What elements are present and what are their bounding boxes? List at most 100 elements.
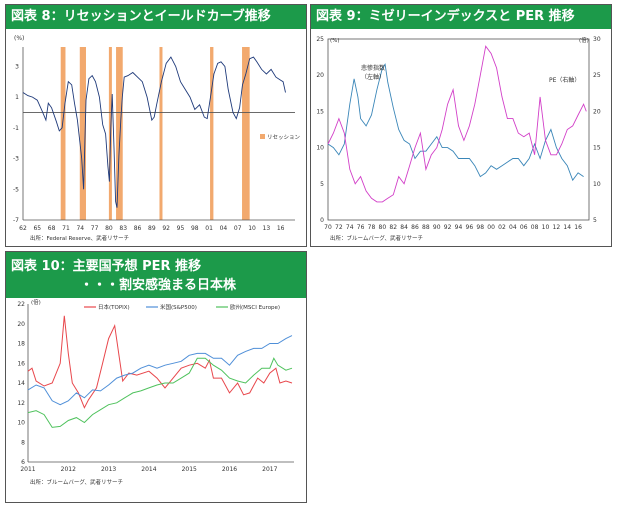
- recession-band: [159, 47, 163, 220]
- y-tick-label: -5: [13, 186, 19, 193]
- x-tick-label: 76: [357, 224, 365, 231]
- y-tick-label-left: 15: [316, 108, 324, 115]
- chart-header: 図表 10：主要国予想 PER 推移 ・・・割安感強まる日本株: [6, 252, 306, 298]
- x-tick-label: 62: [19, 225, 27, 232]
- x-tick-label: 98: [476, 224, 484, 231]
- x-tick-label: 00: [487, 224, 495, 231]
- y-tick-label-left: 5: [320, 181, 324, 188]
- y-tick-label: 6: [21, 459, 25, 466]
- x-tick-label: 77: [91, 225, 99, 232]
- source-note: 出所：Federal Reserve、武者リサーチ: [30, 234, 129, 242]
- legend-label: 日本(TOPIX): [98, 303, 130, 311]
- x-tick-label: 01: [205, 225, 213, 232]
- per-chart: (倍) 6 8 10 12 14 16 18 20 22 2011 2012 2013 2014 2015 2…: [17, 298, 294, 486]
- y-tick-label: 1: [15, 94, 19, 101]
- series-line: [27, 315, 293, 409]
- y-tick-label: 3: [15, 63, 19, 70]
- x-tick-label: 88: [422, 224, 430, 231]
- source-note: 出所：ブルームバーグ、武者リサーチ: [30, 478, 123, 486]
- x-tick-label: 68: [48, 225, 56, 232]
- annotation-pe: PE（右軸）: [549, 76, 580, 84]
- x-tick-label: 04: [220, 225, 228, 232]
- y-tick-label-right: 10: [593, 181, 601, 188]
- annotation-misery-axis: （左軸）: [361, 73, 385, 81]
- x-tick-label: 07: [234, 225, 242, 232]
- x-tick-label: 96: [466, 224, 474, 231]
- series-line: [27, 357, 293, 428]
- series-line: [327, 63, 584, 182]
- x-tick-label: 2017: [262, 466, 277, 473]
- recession-band: [79, 47, 86, 220]
- y-unit-label-right: (倍): [579, 36, 589, 44]
- legend-label: 米国(S&P500): [160, 303, 197, 311]
- y-tick-label-right: 30: [593, 36, 601, 43]
- y-tick-label: 12: [17, 400, 25, 407]
- recession-band: [116, 47, 123, 220]
- x-tick-label: 12: [553, 224, 561, 231]
- chart-title: 図表 9：ミゼリーインデックスと PER 推移: [311, 5, 611, 29]
- legend-label: リセッション: [267, 134, 301, 141]
- y-tick-label: 16: [17, 360, 25, 367]
- x-tick-label: 2015: [182, 466, 197, 473]
- recession-band: [210, 47, 214, 220]
- source-note: 出所：ブルームバーグ、武者リサーチ: [330, 234, 423, 242]
- x-tick-label: 10: [248, 225, 256, 232]
- x-tick-label: 71: [62, 225, 70, 232]
- y-tick-label: 8: [21, 439, 25, 446]
- y-unit-label-left: (%): [330, 38, 340, 44]
- x-tick-label: 98: [191, 225, 199, 232]
- y-tick-label: -3: [13, 156, 19, 163]
- x-tick-label: 2013: [101, 466, 116, 473]
- chart-title: 図表 8：リセッションとイールドカーブ推移: [6, 5, 306, 29]
- x-tick-label: 89: [148, 225, 156, 232]
- annotation-misery: 悲惨指数: [361, 64, 385, 72]
- chart-panel-misery-index: 図表 9：ミゼリーインデックスと PER 推移 (%) (倍) 0 5 10 15 20 25…: [310, 4, 612, 247]
- x-tick-label: 80: [105, 225, 113, 232]
- series-line: [22, 56, 286, 208]
- chart-subtitle: ・・・割安感強まる日本株: [80, 278, 237, 293]
- x-tick-label: 2011: [20, 466, 35, 473]
- series-line: [327, 45, 587, 203]
- x-tick-label: 16: [574, 224, 582, 231]
- y-unit-label: (倍): [31, 298, 41, 306]
- x-tick-label: 90: [433, 224, 441, 231]
- y-tick-label-left: 0: [320, 217, 324, 224]
- x-tick-label: 08: [531, 224, 539, 231]
- x-tick-label: 2014: [141, 466, 156, 473]
- recession-band: [242, 47, 250, 220]
- y-tick-label: 14: [17, 380, 25, 387]
- y-tick-label: -1: [13, 125, 19, 132]
- chart-title: 図表 10：主要国予想 PER 推移: [11, 259, 202, 274]
- x-tick-label: 92: [444, 224, 452, 231]
- x-tick-label: 04: [509, 224, 517, 231]
- x-tick-label: 13: [263, 225, 271, 232]
- x-tick-label: 70: [324, 224, 332, 231]
- x-tick-label: 95: [177, 225, 185, 232]
- x-tick-label: 2012: [61, 466, 76, 473]
- x-tick-label: 14: [563, 224, 571, 231]
- x-tick-label: 94: [455, 224, 463, 231]
- x-tick-label: 10: [542, 224, 550, 231]
- legend-label: 欧州(MSCI Europe): [230, 303, 280, 311]
- y-tick-label: 22: [17, 301, 25, 308]
- x-tick-label: 84: [400, 224, 408, 231]
- x-tick-label: 80: [379, 224, 387, 231]
- x-tick-label: 06: [520, 224, 528, 231]
- y-tick-label-left: 20: [316, 72, 324, 79]
- x-tick-label: 78: [368, 224, 376, 231]
- x-tick-label: 86: [411, 224, 419, 231]
- x-tick-label: 2016: [222, 466, 237, 473]
- y-tick-label: 18: [17, 341, 25, 348]
- y-tick-label-left: 10: [316, 145, 324, 152]
- x-tick-label: 82: [389, 224, 397, 231]
- chart-panel-yield-curve: 図表 8：リセッションとイールドカーブ推移 (%) 3 1 -1 -3 -5 -7 62 65 6…: [5, 4, 307, 247]
- x-tick-label: 65: [33, 225, 41, 232]
- y-tick-label: -7: [13, 217, 19, 224]
- yield-curve-chart: (%) 3 1 -1 -3 -5 -762 65 68 71 74 77 80 83 86 89 92 95 98 0…: [13, 35, 301, 242]
- y-tick-label-right: 5: [593, 217, 597, 224]
- y-unit-label: (%): [14, 35, 24, 42]
- x-tick-label: 74: [76, 225, 84, 232]
- recession-band: [60, 47, 66, 220]
- x-tick-label: 86: [134, 225, 142, 232]
